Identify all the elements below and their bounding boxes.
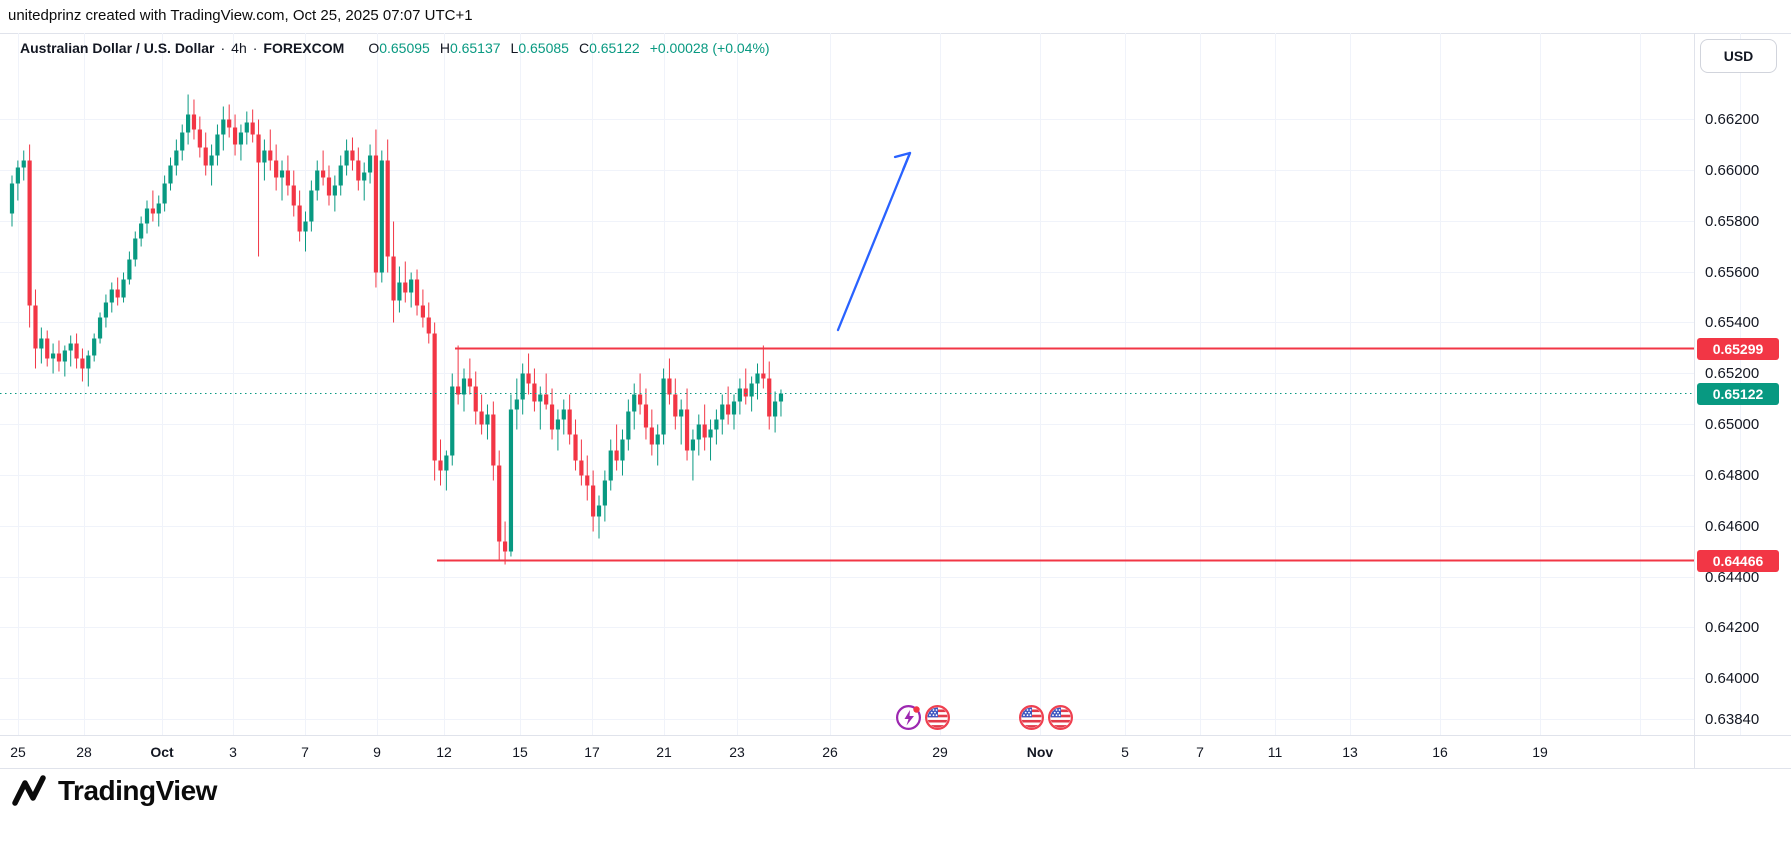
price-tick-label: 0.64000 — [1705, 669, 1760, 687]
price-tick-label: 0.65800 — [1705, 212, 1760, 230]
separator-dot: · — [252, 40, 258, 56]
date-tick-label: 7 — [301, 744, 309, 760]
event-us-flag-icon[interactable] — [1047, 704, 1074, 731]
support-price-badge: 0.64466 — [1697, 549, 1779, 572]
tradingview-logo-text: TradingView — [58, 775, 217, 806]
date-tick-label: 19 — [1532, 744, 1548, 760]
date-tick-label: 12 — [436, 744, 452, 760]
axis-bottom-border — [0, 768, 1791, 769]
tradingview-logo-mark — [12, 775, 46, 806]
open-value: 0.65095 — [379, 40, 430, 56]
price-tick-label: 0.65200 — [1705, 364, 1760, 382]
economic-events-group — [895, 704, 953, 731]
last-price-badge: 0.65122 — [1697, 382, 1779, 405]
interval-label: 4h — [231, 40, 247, 56]
date-tick-label: 7 — [1196, 744, 1204, 760]
price-tick-label: 0.63840 — [1705, 710, 1760, 728]
price-change: +0.00028 (+0.04%) — [649, 40, 770, 56]
date-tick-label: 5 — [1121, 744, 1129, 760]
date-tick-label: 9 — [373, 744, 381, 760]
date-tick-label: 23 — [729, 744, 745, 760]
price-tick-label: 0.65000 — [1705, 415, 1760, 433]
price-tick-label: 0.64400 — [1705, 568, 1760, 586]
price-tick-label: 0.64800 — [1705, 466, 1760, 484]
price-axis[interactable]: 0.66200 0.66000 0.65800 0.65600 0.65400 0.652… — [1694, 33, 1791, 735]
date-tick-label: 26 — [822, 744, 838, 760]
symbol-header: Australian Dollar / U.S. Dollar · 4h · F… — [20, 40, 770, 56]
price-tick-label: 0.66000 — [1705, 161, 1760, 179]
date-tick-label: 29 — [932, 744, 948, 760]
price-tick-label: 0.64600 — [1705, 517, 1760, 535]
close-label: C — [578, 40, 590, 56]
resistance-price-badge: 0.65299 — [1697, 337, 1779, 360]
low-value: 0.65085 — [518, 40, 569, 56]
date-tick-label: 16 — [1432, 744, 1448, 760]
currency-usd-button[interactable]: USD — [1700, 39, 1777, 73]
event-us-flag-icon[interactable] — [1018, 704, 1045, 731]
date-tick-label: 25 — [10, 744, 26, 760]
date-tick-label: 11 — [1267, 744, 1283, 760]
date-tick-label: 15 — [512, 744, 528, 760]
date-tick-label: 28 — [76, 744, 92, 760]
separator-dot: · — [220, 40, 226, 56]
event-lightning-icon[interactable] — [895, 704, 922, 731]
price-tick-label: 0.64200 — [1705, 618, 1760, 636]
pane-bottom-border — [0, 735, 1791, 736]
symbol-title: Australian Dollar / U.S. Dollar — [20, 40, 215, 56]
tradingview-logo[interactable]: TradingView — [12, 774, 217, 808]
economic-events-group — [1018, 704, 1076, 731]
date-tick-label: Nov — [1026, 744, 1054, 760]
exchange-label: FOREXCOM — [263, 40, 345, 56]
high-value: 0.65137 — [449, 40, 501, 56]
close-value: 0.65122 — [589, 40, 640, 56]
ohlc-values: O0.65095 H0.65137 L0.65085 C0.65122 — [358, 40, 639, 56]
price-tick-label: 0.66200 — [1705, 110, 1760, 128]
date-tick-label: 3 — [229, 744, 237, 760]
chart-plot-area[interactable] — [0, 33, 1694, 735]
attribution-watermark: unitedprinz created with TradingView.com… — [8, 7, 473, 24]
price-tick-label: 0.65400 — [1705, 313, 1760, 331]
price-tick-label: 0.65600 — [1705, 263, 1760, 281]
date-axis[interactable]: 25 28 Oct 3 7 9 12 15 17 21 23 26 29 Nov 5 7 11 13 16 19 — [0, 736, 1694, 768]
pane-top-border — [0, 33, 1791, 34]
date-tick-label: Oct — [150, 744, 174, 760]
date-tick-label: 13 — [1342, 744, 1358, 760]
date-tick-label: 17 — [584, 744, 600, 760]
date-tick-label: 21 — [656, 744, 672, 760]
open-label: O — [368, 40, 380, 56]
event-us-flag-icon[interactable] — [924, 704, 951, 731]
price-axis-border — [1694, 33, 1695, 768]
high-label: H — [439, 40, 450, 56]
low-label: L — [510, 40, 519, 56]
